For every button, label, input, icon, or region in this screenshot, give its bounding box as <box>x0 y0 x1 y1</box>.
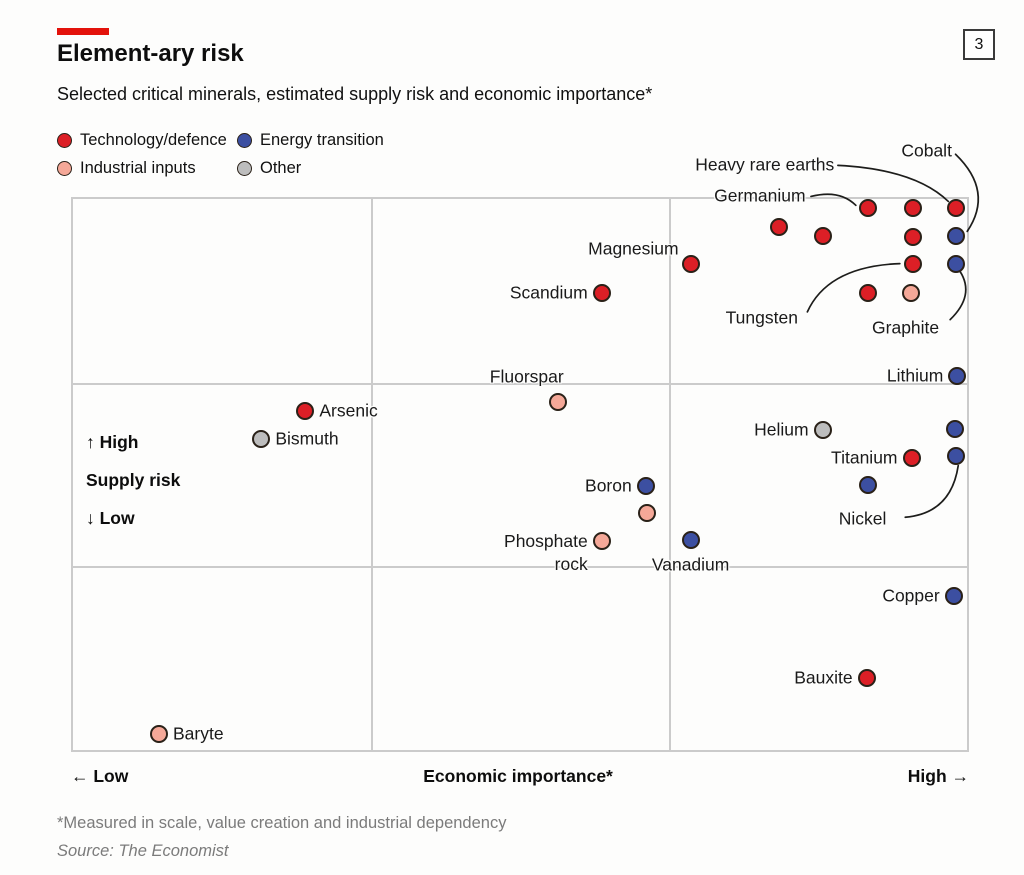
label-heavy-rare-earths: Heavy rare earths <box>695 154 835 175</box>
legend-label: Other <box>260 159 302 177</box>
legend-label: Technology/defence <box>80 131 227 149</box>
gridline-vertical-1 <box>370 199 373 750</box>
legend-item-energy_transition: Energy transition <box>237 131 384 150</box>
x-axis-label-row: ← Low Economic importance* High → <box>71 766 969 787</box>
legend-dot-technology_defence <box>57 133 72 148</box>
legend-dot-other <box>237 161 252 176</box>
y-axis-high-label: ↑ High <box>86 432 139 452</box>
legend-item-other: Other <box>237 159 384 178</box>
legend-dot-industrial_inputs <box>57 161 72 176</box>
legend-label: Industrial inputs <box>80 159 196 177</box>
x-axis-high-label: High → <box>907 766 969 786</box>
legend: Technology/defence Energy transition Indus… <box>57 131 384 178</box>
gridline-vertical-2 <box>668 199 671 750</box>
chart-subtitle: Selected critical minerals, estimated su… <box>57 84 653 104</box>
y-axis-title: Supply risk <box>86 470 181 490</box>
gridline-horizontal-2 <box>73 566 967 569</box>
legend-label: Energy transition <box>260 131 384 149</box>
y-axis-label-block: ↑ High Supply risk ↓ Low <box>86 423 180 537</box>
y-axis-low-label: ↓ Low <box>86 508 135 528</box>
legend-item-technology_defence: Technology/defence <box>57 131 237 150</box>
x-axis-title: Economic importance* <box>423 766 613 786</box>
gridline-horizontal-1 <box>73 382 967 385</box>
chart-title: Element-ary risk <box>57 40 244 67</box>
plot-area <box>71 197 969 752</box>
figure-number-box: 3 <box>963 29 995 60</box>
legend-item-industrial_inputs: Industrial inputs <box>57 159 237 178</box>
x-axis-low-label: ← Low <box>71 766 129 786</box>
label-cobalt: Cobalt <box>901 140 952 161</box>
source-line: Source: The Economist <box>57 842 229 860</box>
figure-number: 3 <box>974 35 984 53</box>
footnote: *Measured in scale, value creation and i… <box>57 814 507 832</box>
accent-bar <box>57 28 109 35</box>
legend-dot-energy_transition <box>237 133 252 148</box>
